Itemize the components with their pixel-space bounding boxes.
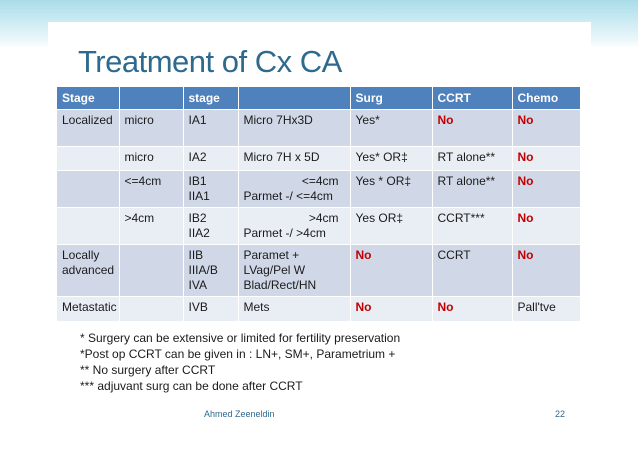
table-cell xyxy=(119,244,184,297)
table-cell: IB2 IIA2 xyxy=(183,207,239,245)
table-cell: No xyxy=(512,146,581,171)
table-cell: Yes* xyxy=(350,109,433,147)
table-row: Locally advanced IIB IIIA/B IVA Paramet … xyxy=(57,244,581,297)
table-cell: <=4cm Parmet -/ <=4cm xyxy=(238,170,351,208)
treatment-table: Stage stage Surg CCRT Chemo Localized mi… xyxy=(57,87,581,321)
table-cell: Pall'tve xyxy=(512,296,581,321)
cell-line: Parmet -/ <=4cm xyxy=(243,189,333,203)
header-description xyxy=(238,87,351,110)
table-cell: Micro 7H x 5D xyxy=(238,146,351,171)
table-cell: >4cm xyxy=(119,207,184,245)
header-substage xyxy=(119,87,184,110)
table-cell: >4cm Parmet -/ >4cm xyxy=(238,207,351,245)
table-row: micro IA2 Micro 7H x 5D Yes* OR‡ RT alon… xyxy=(57,146,581,171)
table-cell: No xyxy=(512,109,581,147)
table-cell: No xyxy=(512,170,581,208)
table-cell: <=4cm xyxy=(119,170,184,208)
header-ccrt: CCRT xyxy=(432,87,513,110)
table-cell: IB1 IIA1 xyxy=(183,170,239,208)
footnote: *Post op CCRT can be given in : LN+, SM+… xyxy=(80,347,396,361)
table-row: <=4cm IB1 IIA1 <=4cm Parmet -/ <=4cm Yes … xyxy=(57,170,581,208)
header-surg: Surg xyxy=(350,87,433,110)
table-cell: Yes * OR‡ xyxy=(350,170,433,208)
footnote: ** No surgery after CCRT xyxy=(80,363,216,377)
footnote: *** adjuvant surg can be done after CCRT xyxy=(80,379,303,393)
footer-author: Ahmed Zeeneldin xyxy=(204,409,275,419)
table-cell: IA1 xyxy=(183,109,239,147)
cell-line: >4cm xyxy=(308,211,339,225)
table-cell xyxy=(57,207,120,245)
table-cell: IIB IIIA/B IVA xyxy=(183,244,239,297)
header-figo-stage: stage xyxy=(183,87,239,110)
table-cell: Micro 7Hx3D xyxy=(238,109,351,147)
table-row: Metastatic IVB Mets No No Pall'tve xyxy=(57,296,581,321)
table-cell xyxy=(57,170,120,208)
table-cell: No xyxy=(512,207,581,245)
cell-line: <=4cm xyxy=(301,174,339,188)
slide-title: Treatment of Cx CA xyxy=(78,44,342,79)
table-cell: CCRT*** xyxy=(432,207,513,245)
table-cell: Paramet + LVag/Pel W Blad/Rect/HN xyxy=(238,244,351,297)
page-number: 22 xyxy=(555,409,566,419)
table-cell: micro xyxy=(119,146,184,171)
table-cell: IA2 xyxy=(183,146,239,171)
header-chemo: Chemo xyxy=(512,87,581,110)
table-cell: No xyxy=(512,244,581,297)
table-cell: Yes OR‡ xyxy=(350,207,433,245)
footnotes: * Surgery can be extensive or limited fo… xyxy=(80,330,400,394)
table-cell: No xyxy=(350,244,433,297)
table-cell: No xyxy=(432,109,513,147)
header-stage: Stage xyxy=(57,87,120,110)
table-cell: Yes* OR‡ xyxy=(350,146,433,171)
table-header-row: Stage stage Surg CCRT Chemo xyxy=(57,87,581,110)
table-cell xyxy=(119,296,184,321)
cell-line: Parmet -/ >4cm xyxy=(243,226,326,240)
table-cell: No xyxy=(350,296,433,321)
table-cell: IVB xyxy=(183,296,239,321)
table-cell: Metastatic xyxy=(57,296,120,321)
footnote: * Surgery can be extensive or limited fo… xyxy=(80,331,401,345)
table-cell: Mets xyxy=(238,296,351,321)
table-row: >4cm IB2 IIA2 >4cm Parmet -/ >4cm Yes OR‡… xyxy=(57,207,581,245)
table-cell: Locally advanced xyxy=(57,244,120,297)
table-cell: RT alone** xyxy=(432,146,513,171)
table-cell: No xyxy=(432,296,513,321)
table-cell: CCRT xyxy=(432,244,513,297)
table-row: Localized micro IA1 Micro 7Hx3D Yes* No … xyxy=(57,109,581,147)
table-cell: micro xyxy=(119,109,184,147)
table-cell: Localized xyxy=(57,109,120,147)
table-cell xyxy=(57,146,120,171)
table-cell: RT alone** xyxy=(432,170,513,208)
